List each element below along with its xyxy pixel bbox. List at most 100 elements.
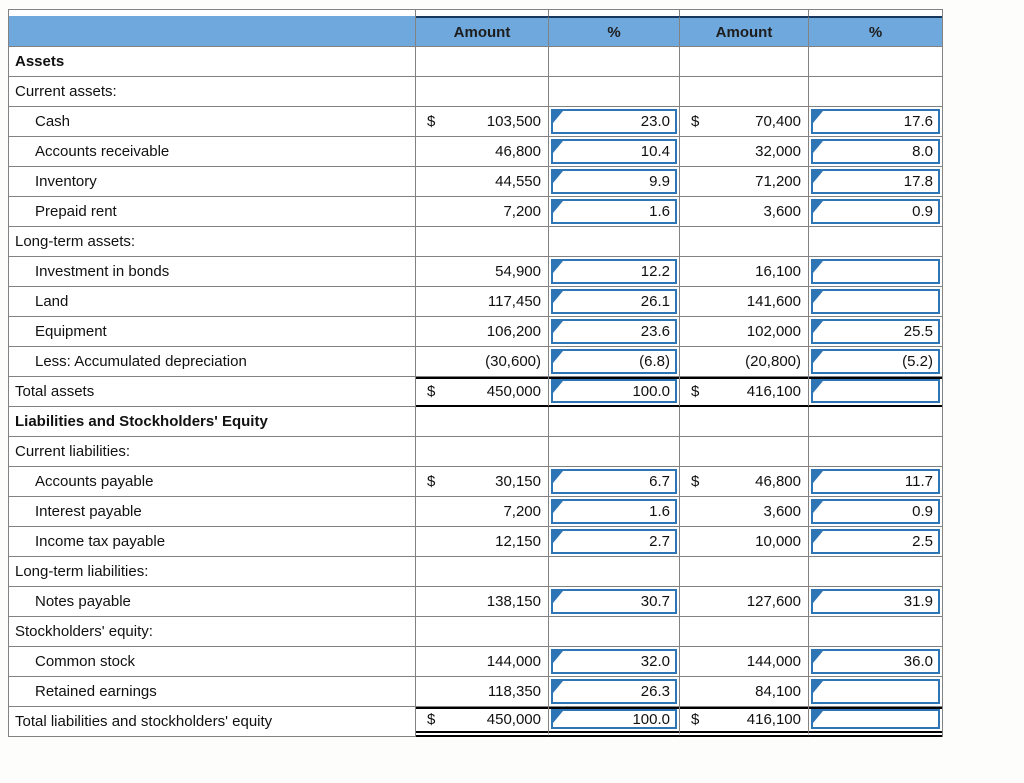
percent-input-col2[interactable]: 31.9 <box>811 589 940 614</box>
table-row: Inventory 44,550 9.9 71,200 17.8 <box>9 167 942 197</box>
cell-marker-icon <box>813 531 823 543</box>
percent-cell-col1 <box>549 437 680 467</box>
amount-cell-col2: 144,000 <box>680 647 809 677</box>
percent-cell-col1: 26.3 <box>549 677 680 707</box>
dollar-sign: $ <box>427 382 436 400</box>
percent-value: 2.7 <box>649 533 670 550</box>
percent-input-col2[interactable]: 17.8 <box>811 169 940 194</box>
percent-input-col1[interactable]: 10.4 <box>551 139 677 164</box>
sliver-cell <box>809 10 942 16</box>
percent-input-col2[interactable] <box>811 709 940 729</box>
percent-input-col2[interactable]: (5.2) <box>811 349 940 374</box>
percent-cell-col2 <box>809 377 942 407</box>
percent-input-col1[interactable]: 6.7 <box>551 469 677 494</box>
dollar-sign: $ <box>691 710 700 728</box>
percent-input-col2[interactable]: 36.0 <box>811 649 940 674</box>
amount-cell-col2: $ 70,400 <box>680 107 809 137</box>
percent-cell-col1 <box>549 47 680 77</box>
cell-marker-icon <box>553 321 563 333</box>
percent-cell-col1: 23.6 <box>549 317 680 347</box>
percent-input-col1[interactable]: 12.2 <box>551 259 677 284</box>
percent-input-col1[interactable]: 23.6 <box>551 319 677 344</box>
cell-marker-icon <box>553 381 563 393</box>
percent-input-col1[interactable]: 26.1 <box>551 289 677 314</box>
percent-input-col2[interactable]: 8.0 <box>811 139 940 164</box>
percent-input-col1[interactable]: 26.3 <box>551 679 677 704</box>
row-label: Stockholders' equity: <box>15 623 153 640</box>
amount-cell-col1: $ 450,000 <box>416 377 549 407</box>
percent-cell-col2: 36.0 <box>809 647 942 677</box>
amount-value: 7,200 <box>503 203 541 220</box>
amount-cell-col1 <box>416 437 549 467</box>
percent-input-col1[interactable]: 100.0 <box>551 379 677 403</box>
row-label: Total liabilities and stockholders' equi… <box>15 713 273 730</box>
percent-input-col2[interactable]: 25.5 <box>811 319 940 344</box>
amount-value: 12,150 <box>495 533 541 550</box>
amount-value: 118,350 <box>487 683 541 700</box>
percent-input-col1[interactable]: 9.9 <box>551 169 677 194</box>
row-label: Current liabilities: <box>15 443 131 460</box>
percent-input-col2[interactable]: 0.9 <box>811 199 940 224</box>
amount-value: 54,900 <box>495 263 541 280</box>
amount-value: 102,000 <box>746 323 801 340</box>
percent-input-col2[interactable] <box>811 289 940 314</box>
percent-input-col1[interactable]: 1.6 <box>551 199 677 224</box>
percent-input-col2[interactable]: 2.5 <box>811 529 940 554</box>
amount-value: 450,000 <box>486 710 541 728</box>
amount-cell-col2: 3,600 <box>680 197 809 227</box>
amount-cell-col1: 7,200 <box>416 197 549 227</box>
amount-value: 127,600 <box>746 593 801 610</box>
amount-cell-col1: 44,550 <box>416 167 549 197</box>
percent-input-col1[interactable]: 1.6 <box>551 499 677 524</box>
amount-cell-col1 <box>416 557 549 587</box>
amount-value: 30,150 <box>495 473 541 490</box>
row-label-cell: Liabilities and Stockholders' Equity <box>9 407 416 437</box>
row-label-cell: Assets <box>9 47 416 77</box>
percent-input-col2[interactable]: 11.7 <box>811 469 940 494</box>
percent-cell-col1: 30.7 <box>549 587 680 617</box>
percent-input-col1[interactable]: 100.0 <box>551 709 677 729</box>
percent-input-col1[interactable]: (6.8) <box>551 349 677 374</box>
percent-value: 17.6 <box>903 113 933 130</box>
percent-value: 8.0 <box>912 143 933 160</box>
table-row: Long-term assets: <box>9 227 942 257</box>
percent-input-col2[interactable]: 0.9 <box>811 499 940 524</box>
percent-input-col2[interactable] <box>811 379 940 403</box>
percent-cell-col2: 17.8 <box>809 167 942 197</box>
row-label: Accounts receivable <box>35 143 170 160</box>
percent-value: 1.6 <box>649 503 670 520</box>
percent-input-col2[interactable] <box>811 679 940 704</box>
cell-marker-icon <box>553 531 563 543</box>
percent-input-col1[interactable]: 30.7 <box>551 589 677 614</box>
amount-cell-col2: 3,600 <box>680 497 809 527</box>
header-amount-col1: Amount <box>416 16 549 47</box>
percent-input-col1[interactable]: 32.0 <box>551 649 677 674</box>
amount-value: 84,100 <box>755 683 801 700</box>
row-label: Interest payable <box>35 503 142 520</box>
percent-input-col1[interactable]: 23.0 <box>551 109 677 134</box>
dollar-sign: $ <box>427 710 436 728</box>
percent-input-col2[interactable]: 17.6 <box>811 109 940 134</box>
row-label-cell: Notes payable <box>9 587 416 617</box>
amount-value: 103,500 <box>486 113 541 130</box>
table-row: Investment in bonds 54,900 12.2 16,100 <box>9 257 942 287</box>
row-label: Assets <box>15 53 65 70</box>
amount-value: (30,600) <box>485 353 541 370</box>
cell-marker-icon <box>813 681 823 693</box>
amount-cell-col1: $ 450,000 <box>416 707 549 737</box>
row-label-cell: Prepaid rent <box>9 197 416 227</box>
amount-cell-col1: 144,000 <box>416 647 549 677</box>
row-label: Current assets: <box>15 83 117 100</box>
percent-cell-col2 <box>809 677 942 707</box>
row-label: Equipment <box>35 323 107 340</box>
cell-marker-icon <box>553 711 563 723</box>
row-label: Long-term liabilities: <box>15 563 149 580</box>
percent-input-col1[interactable]: 2.7 <box>551 529 677 554</box>
percent-cell-col2 <box>809 47 942 77</box>
amount-value: 7,200 <box>503 503 541 520</box>
amount-cell-col1: $ 30,150 <box>416 467 549 497</box>
percent-cell-col2: 31.9 <box>809 587 942 617</box>
amount-cell-col2 <box>680 617 809 647</box>
percent-input-col2[interactable] <box>811 259 940 284</box>
sliver-cell <box>549 10 680 16</box>
